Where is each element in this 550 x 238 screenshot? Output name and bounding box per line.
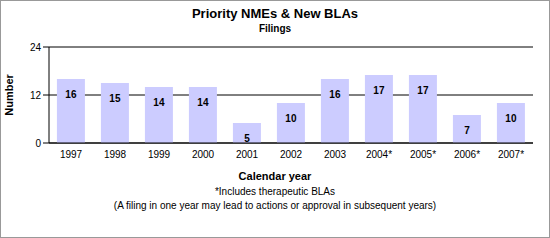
html-text:Filings: Filings [258,23,292,34]
svg-text:0: 0 [35,138,41,149]
svg-text:17: 17 [417,85,429,96]
svg-text:2004*: 2004* [366,149,392,160]
svg-text:5: 5 [244,133,250,144]
svg-text:2002: 2002 [280,149,303,160]
svg-text:16: 16 [329,89,341,100]
svg-text:16: 16 [65,89,77,100]
svg-text:2003: 2003 [324,149,347,160]
svg-text:17: 17 [373,85,385,96]
svg-text:10: 10 [505,113,517,124]
svg-text:Number: Number [8,74,15,116]
html-text:(A filing in one year may lead: (A filing in one year may lead to action… [113,200,437,211]
svg-text:12: 12 [30,90,42,101]
svg-text:7: 7 [464,125,470,136]
html-text:*Includes therapeutic BLAs: *Includes therapeutic BLAs [215,186,335,197]
svg-text:2005*: 2005* [410,149,436,160]
svg-text:2006*: 2006* [454,149,480,160]
svg-text:2007*: 2007* [498,149,524,160]
html-text:Priority NMEs & New BLAs: Priority NMEs & New BLAs [191,6,359,21]
svg-text:2001: 2001 [236,149,259,160]
svg-text:14: 14 [153,97,165,108]
svg-text:14: 14 [197,97,209,108]
svg-text:1999: 1999 [148,149,171,160]
svg-text:15: 15 [109,93,121,104]
svg-text:24: 24 [30,42,42,53]
html-text:Calendar year: Calendar year [238,170,312,182]
svg-text:1997: 1997 [60,149,83,160]
svg-text:2000: 2000 [192,149,215,160]
svg-text:10: 10 [285,113,297,124]
svg-text:1998: 1998 [104,149,127,160]
